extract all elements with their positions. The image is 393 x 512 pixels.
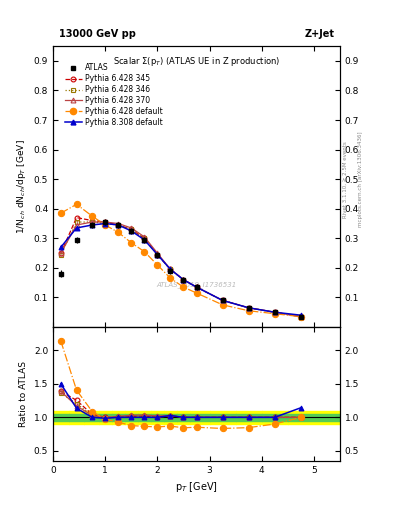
Text: ATLAS_2019_I1736531: ATLAS_2019_I1736531 (156, 282, 237, 288)
Y-axis label: 1/N$_{ch}$ dN$_{ch}$/dp$_T$ [GeV]: 1/N$_{ch}$ dN$_{ch}$/dp$_T$ [GeV] (15, 139, 28, 234)
Legend: ATLAS, Pythia 6.428 345, Pythia 6.428 346, Pythia 6.428 370, Pythia 6.428 defaul: ATLAS, Pythia 6.428 345, Pythia 6.428 34… (62, 61, 165, 129)
X-axis label: p$_T$ [GeV]: p$_T$ [GeV] (175, 480, 218, 494)
Text: Scalar Σ(p$_T$) (ATLAS UE in Z production): Scalar Σ(p$_T$) (ATLAS UE in Z productio… (113, 54, 280, 68)
Text: Rivet 3.1.10, ≥ 2.5M events: Rivet 3.1.10, ≥ 2.5M events (343, 141, 348, 218)
Text: mcplots.cern.ch [arXiv:1306.3436]: mcplots.cern.ch [arXiv:1306.3436] (358, 132, 363, 227)
Y-axis label: Ratio to ATLAS: Ratio to ATLAS (19, 361, 28, 427)
Text: Z+Jet: Z+Jet (304, 29, 334, 39)
Text: 13000 GeV pp: 13000 GeV pp (59, 29, 136, 39)
